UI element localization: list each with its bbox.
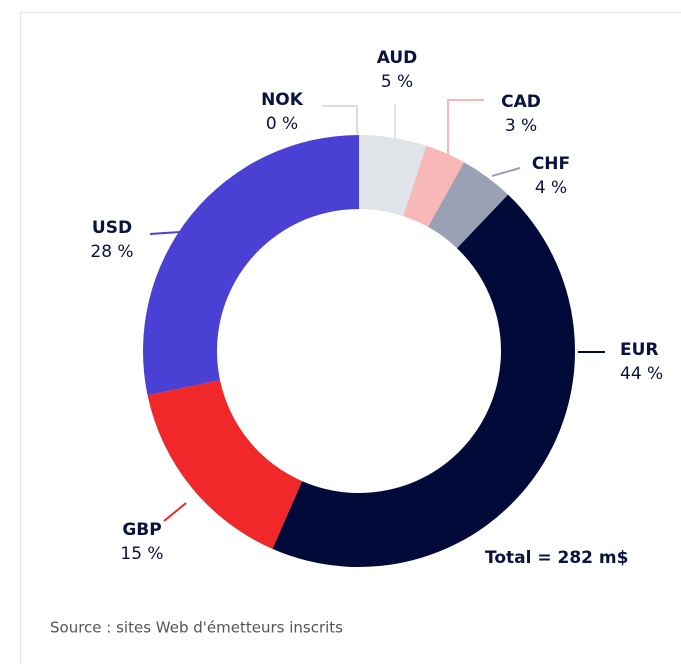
leader-line: [149, 231, 181, 235]
slice: [359, 135, 427, 217]
leader-line: [163, 502, 187, 522]
slice: [272, 194, 576, 568]
category-label: CAD: [501, 92, 541, 112]
value-label: 15 %: [120, 544, 163, 564]
value-label: 4 %: [535, 178, 567, 198]
leader-line: [447, 99, 484, 155]
value-label: 5 %: [381, 72, 413, 92]
leader-line: [322, 105, 358, 134]
value-label: 44 %: [620, 364, 663, 384]
total-annotation: Total = 282 m$: [485, 548, 628, 568]
value-label: 0 %: [266, 114, 298, 134]
category-label: USD: [92, 218, 132, 238]
category-label: NOK: [261, 90, 304, 110]
value-label: 3 %: [505, 116, 537, 136]
slice: [403, 145, 465, 227]
category-label: GBP: [122, 520, 161, 540]
value-label: 28 %: [90, 242, 133, 262]
category-label: AUD: [377, 48, 418, 68]
category-label: CHF: [532, 154, 570, 174]
source: Source : sites Web d'émetteurs inscrits: [50, 619, 343, 637]
slice: [428, 162, 509, 249]
slice: [147, 380, 303, 549]
slice: [143, 135, 359, 396]
leader-line: [491, 167, 521, 177]
category-label: EUR: [620, 340, 659, 360]
